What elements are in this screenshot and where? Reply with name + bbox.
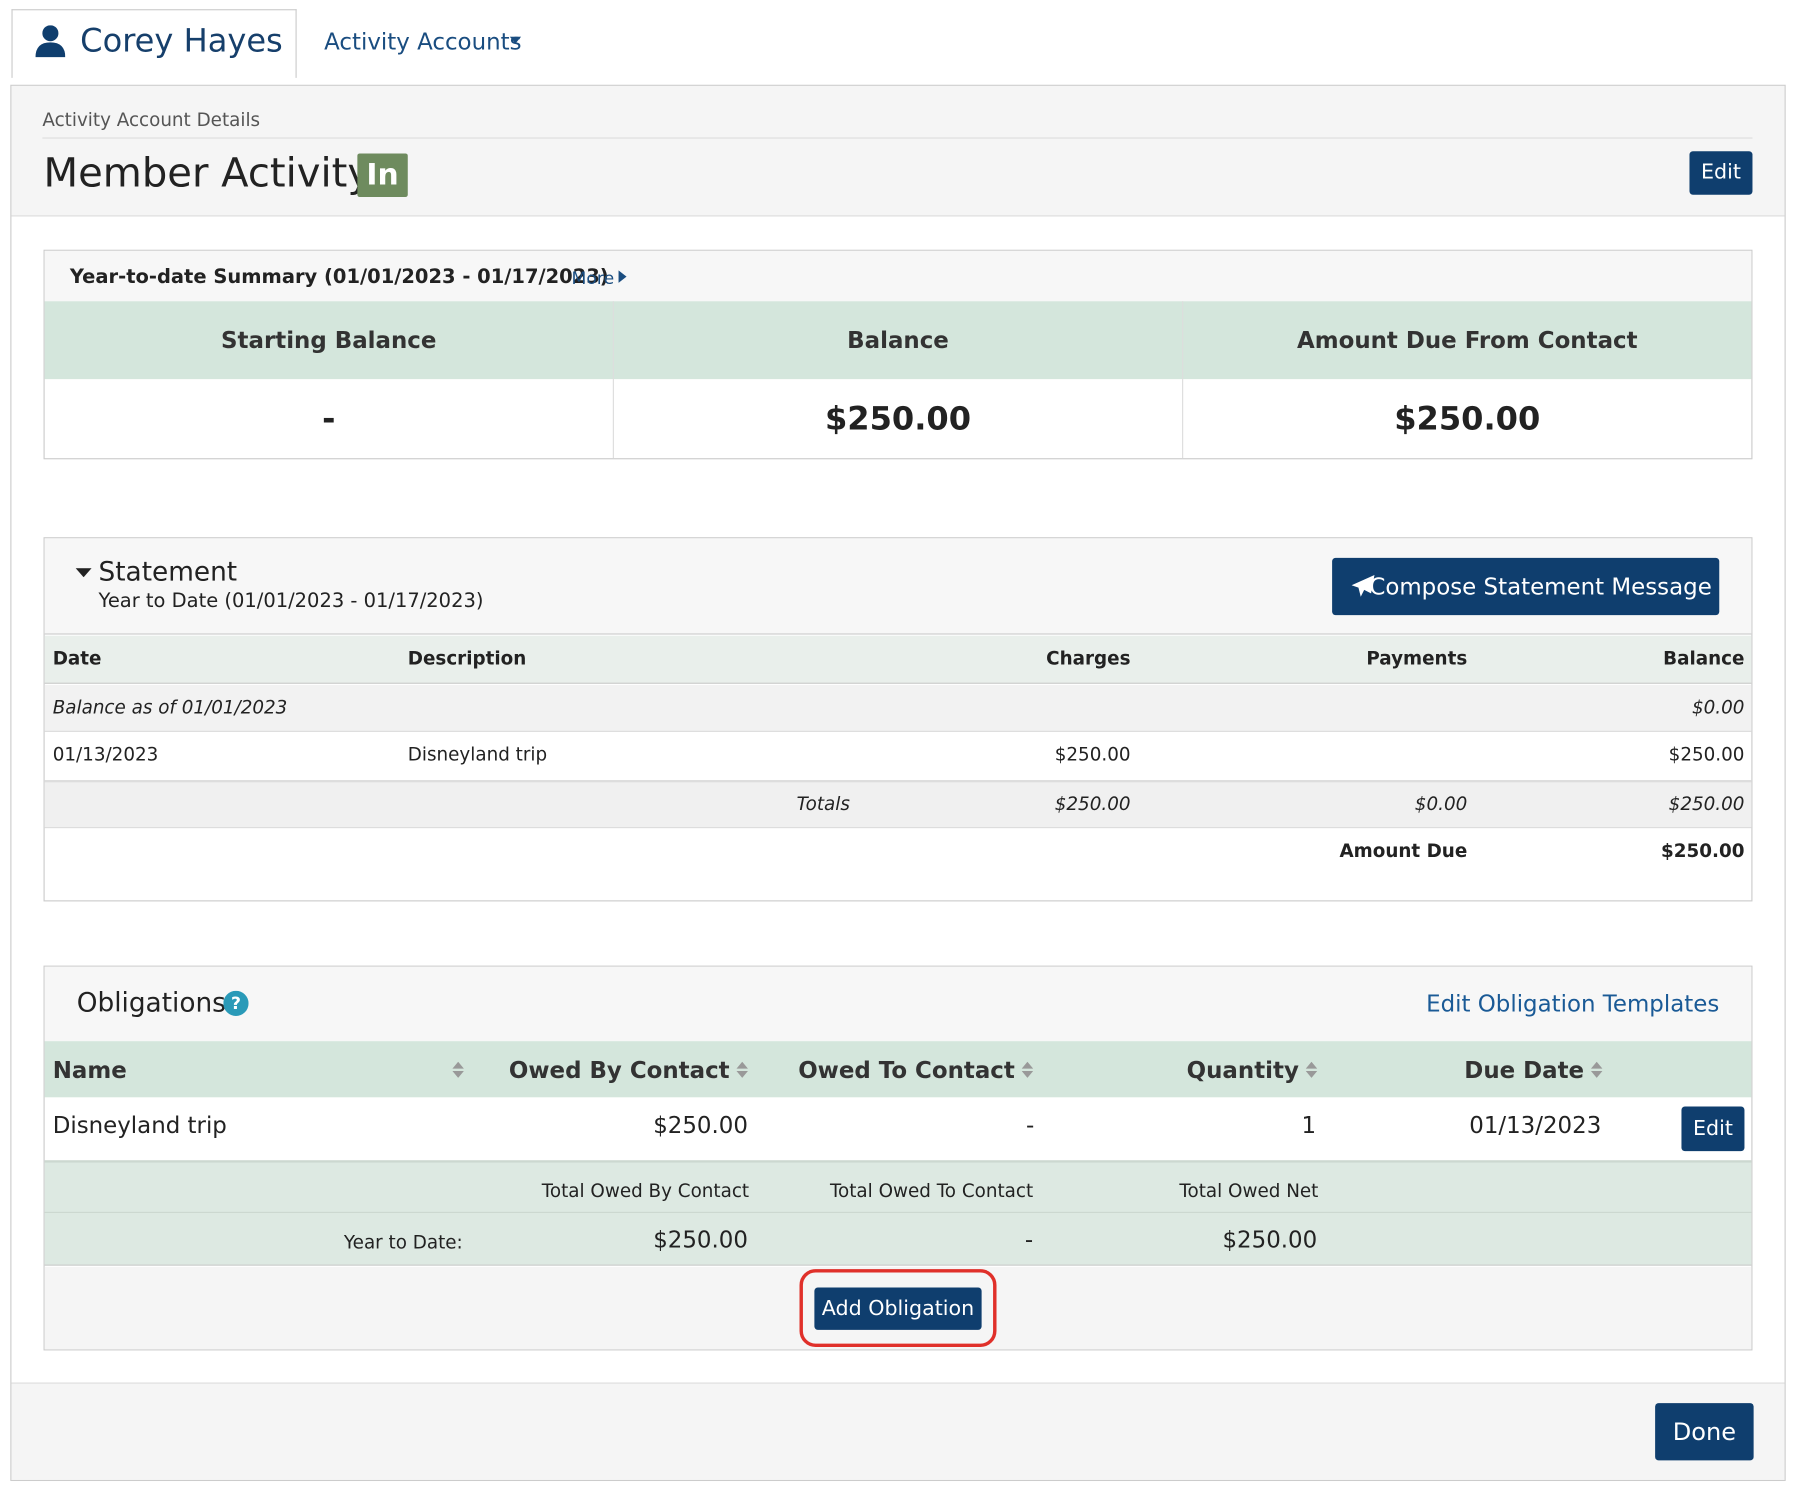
column-header[interactable]: Owed By Contact [508, 1056, 730, 1084]
summary-column-row [44, 301, 1752, 380]
divider [42, 137, 1753, 139]
column-header: Date [52, 647, 102, 669]
divider [1182, 301, 1184, 459]
summary-value: - [322, 399, 336, 438]
statement-subtitle: Year to Date (01/01/2023 - 01/17/2023) [98, 589, 484, 613]
divider [612, 301, 614, 459]
obligations-header-row [44, 1041, 1752, 1098]
help-icon[interactable]: ? [223, 990, 249, 1016]
column-header[interactable]: Due Date [1464, 1056, 1585, 1084]
row-date: 01/13/2023 [52, 743, 159, 766]
ytd-net: $250.00 [1222, 1225, 1318, 1254]
sort-icon[interactable] [1021, 1061, 1034, 1078]
row-description: Disneyland trip [407, 743, 548, 766]
ytd-owed-to: - [1024, 1225, 1034, 1254]
obligations-title: Obligations [76, 988, 226, 1019]
summary-title: Year-to-date Summary (01/01/2023 - 01/17… [69, 265, 609, 289]
ytd-owed-by: $250.00 [653, 1225, 748, 1254]
highlight-ring [799, 1269, 997, 1348]
obligation-owed-by: $250.00 [653, 1111, 748, 1139]
totals-balance: $250.00 [1668, 792, 1745, 815]
amount-due-value: $250.00 [1660, 839, 1745, 862]
row-balance: $250.00 [1668, 743, 1745, 766]
menu[interactable]: Activity Accounts [324, 27, 522, 55]
table-header [44, 635, 1752, 684]
obligations-totals [44, 1160, 1752, 1266]
more-caret [618, 270, 627, 283]
add-obligation-button[interactable]: Add Obligation [814, 1287, 982, 1330]
totals-payments: $0.00 [1414, 792, 1468, 815]
totals-label: Total Owed Net [1179, 1179, 1319, 1202]
sort-icon[interactable] [1590, 1061, 1603, 1078]
column-header[interactable]: Quantity [1186, 1056, 1299, 1084]
user-tab[interactable] [11, 9, 297, 78]
column-header: Charges [1046, 647, 1131, 669]
page-title: Member Activity [43, 151, 372, 198]
totals-label: Total Owed To Contact [829, 1179, 1034, 1202]
sort-icon[interactable] [736, 1061, 748, 1078]
header [11, 85, 1785, 217]
statement-title: Statement [98, 557, 238, 588]
summary-header [44, 250, 1752, 302]
amount-due-label: Amount Due [1339, 839, 1468, 862]
column-header[interactable]: Name [52, 1056, 127, 1084]
totals-label: Totals [796, 792, 850, 815]
divider [44, 1211, 1752, 1213]
collapse-caret[interactable] [75, 568, 92, 578]
send-icon [1351, 574, 1375, 597]
done-button[interactable]: Done [1655, 1403, 1754, 1461]
svg-text:?: ? [231, 994, 241, 1014]
summary-column: Starting Balance [221, 326, 437, 354]
sort-icon[interactable] [452, 1061, 464, 1078]
sort-icon[interactable] [1305, 1061, 1318, 1078]
footer [11, 1382, 1785, 1480]
user-icon [35, 25, 66, 58]
opening-row [44, 684, 1752, 732]
edit-templates-link[interactable]: Edit Obligation Templates [1426, 989, 1720, 1018]
summary-value: $250.00 [1394, 399, 1541, 438]
totals-row [44, 780, 1752, 829]
compose-button[interactable]: Compose Statement Message [1332, 557, 1720, 616]
obligation-quantity: 1 [1301, 1111, 1317, 1139]
summary-column: Amount Due From Contact [1296, 326, 1638, 354]
column-header: Payments [1366, 647, 1468, 669]
opening-label: Balance as of 01/01/2023 [52, 696, 288, 719]
obligations-header [44, 966, 1752, 1042]
obligation-owed-to: - [1026, 1111, 1035, 1139]
summary-column: Balance [847, 326, 949, 354]
column-header: Description [407, 647, 527, 669]
totals-charges: $250.00 [1054, 792, 1131, 815]
row-charges: $250.00 [1054, 743, 1131, 766]
obligation-due-date: 01/13/2023 [1469, 1111, 1602, 1139]
summary-value: $250.00 [824, 399, 972, 438]
obligation-name: Disneyland trip [52, 1111, 227, 1139]
column-header: Balance [1663, 647, 1745, 669]
breadcrumb: Activity Account Details [42, 108, 261, 131]
totals-label: Total Owed By Contact [541, 1179, 750, 1202]
caret [509, 36, 522, 44]
more-link[interactable]: More [571, 268, 615, 289]
obligation-edit-button[interactable]: Edit [1681, 1106, 1745, 1152]
column-header[interactable]: Owed To Contact [798, 1056, 1015, 1084]
edit-button[interactable]: Edit [1689, 151, 1753, 195]
status-badge: In [357, 153, 408, 198]
opening-balance: $0.00 [1691, 696, 1745, 719]
ytd-label: Year to Date: [343, 1231, 463, 1254]
user-name[interactable]: Corey Hayes [80, 21, 283, 60]
